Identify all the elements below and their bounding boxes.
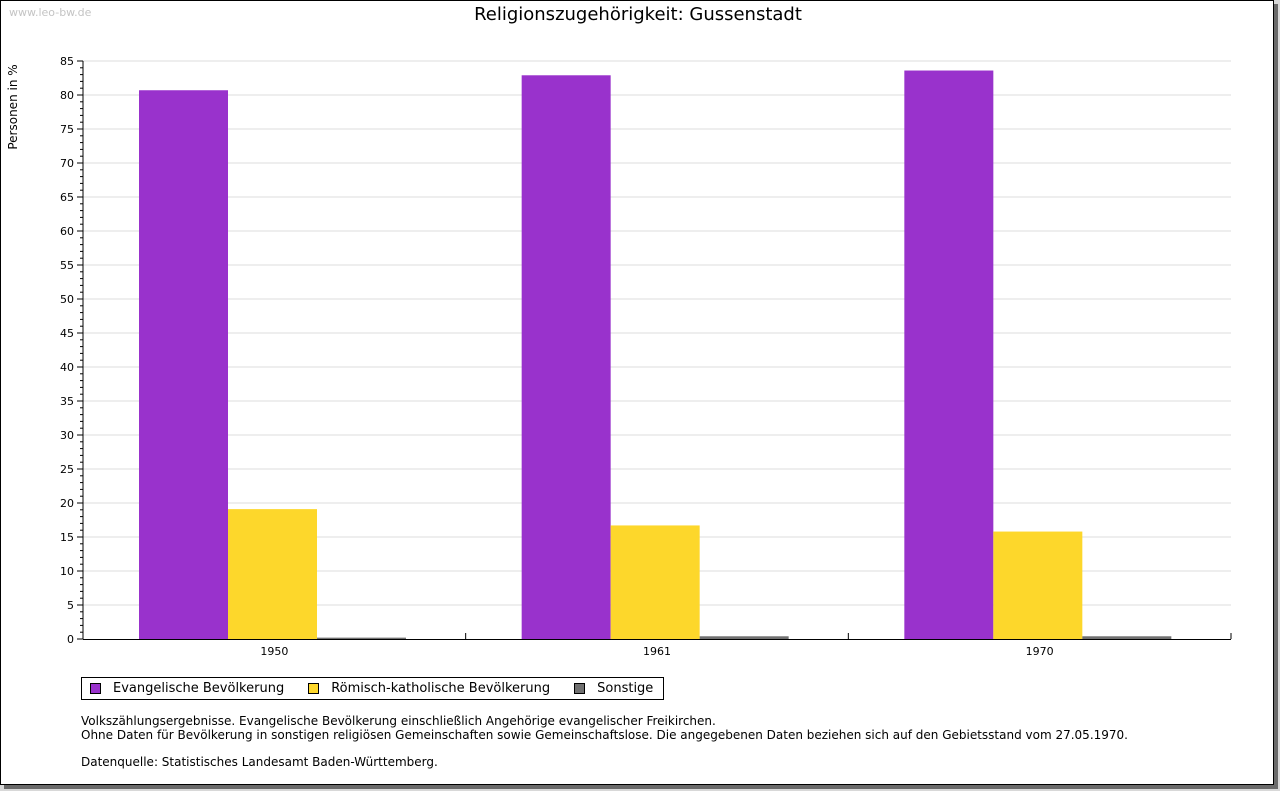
y-tick-label: 75 [60,123,74,136]
legend: Evangelische Bevölkerung Römisch-katholi… [81,677,665,700]
y-tick-label: 45 [60,327,74,340]
bar-katholisch-1961 [610,525,700,639]
bar-sonstige-1950 [317,637,406,640]
x-tick-label: 1970 [1026,645,1054,658]
y-tick-label: 20 [60,497,74,510]
bar-katholisch-1950 [228,509,317,639]
legend-swatch-evangelisch [90,683,101,694]
y-tick-label: 25 [60,463,74,476]
legend-item-evangelisch: Evangelische Bevölkerung [90,681,284,696]
bar-evangelisch-1961 [521,75,611,639]
legend-item-katholisch: Römisch-katholische Bevölkerung [308,681,550,696]
y-tick-label: 30 [60,429,74,442]
legend-swatch-sonstige [574,683,586,694]
y-tick-label: 5 [67,599,74,612]
note-line-1: Volkszählungsergebnisse. Evangelische Be… [81,714,716,728]
legend-swatch-katholisch [308,683,320,694]
axes: 0 5 10 15 20 25 30 35 40 45 50 55 60 65 70 75 80 85 1950 19… [60,55,1232,658]
y-tick-label: 40 [60,361,74,374]
y-tick-label: 80 [60,89,74,102]
y-tick-label: 60 [60,225,74,238]
watermark: www.leo-bw.de [9,6,92,19]
legend-item-sonstige: Sonstige [574,681,653,696]
bar-chart: 0 5 10 15 20 25 30 35 40 45 50 55 60 65 70 75 80 85 1950 19… [6,55,1232,658]
y-tick-label: 0 [67,633,74,646]
chart-notes: Volkszählungsergebnisse. Evangelische Be… [81,714,1128,769]
chart-title: Religionszugehörigkeit: Gussenstadt [474,4,802,25]
note-line-2: Ohne Daten für Bevölkerung in sonstigen … [81,728,1128,742]
y-tick-label: 85 [60,55,74,68]
legend-label-katholisch: Römisch-katholische Bevölkerung [331,681,551,696]
legend-label-sonstige: Sonstige [597,681,654,696]
y-axis-label: Personen in % [6,64,20,149]
bar-sonstige-1970 [1082,636,1172,639]
bar-evangelisch-1970 [904,70,994,639]
x-tick-label: 1950 [260,645,288,658]
y-tick-label: 10 [60,565,74,578]
bar-katholisch-1970 [993,531,1083,639]
legend-label-evangelisch: Evangelische Bevölkerung [113,681,285,696]
y-tick-label: 35 [60,395,74,408]
y-tick-label: 50 [60,293,74,306]
bars [139,70,1172,640]
data-source: Datenquelle: Statistisches Landesamt Bad… [81,755,438,769]
y-tick-label: 55 [60,259,74,272]
y-tick-label: 70 [60,157,74,170]
bar-evangelisch-1950 [139,90,228,640]
bar-sonstige-1961 [699,636,789,639]
y-tick-label: 15 [60,531,74,544]
x-tick-label: 1961 [643,645,671,658]
y-tick-label: 65 [60,191,74,204]
